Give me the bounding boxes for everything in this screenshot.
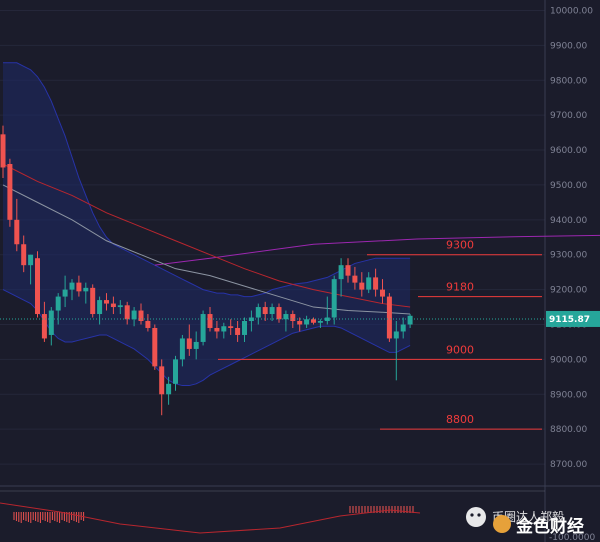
candle-body <box>186 338 192 349</box>
candle-body <box>269 307 275 315</box>
candle-body <box>28 254 34 266</box>
y-tick-label: 9800.00 <box>550 76 587 86</box>
candle-body <box>276 307 282 320</box>
candle-body <box>166 383 172 395</box>
wechat-icon-eye-right <box>477 513 481 517</box>
candle-body <box>214 327 220 332</box>
candle-body <box>352 275 358 283</box>
level-label-9180: 9180 <box>446 281 474 294</box>
current-price-tag-bg <box>546 310 600 327</box>
bollinger-lower <box>2 289 411 387</box>
candle-body <box>14 219 20 245</box>
y-tick-label: 8900.00 <box>550 390 587 400</box>
candle-body <box>359 282 365 290</box>
jinse-logo-icon <box>493 515 511 533</box>
candle-body <box>221 326 227 332</box>
candle-body <box>173 359 178 384</box>
indicator-signal-line <box>0 502 421 534</box>
y-tick-label: 9600.00 <box>550 146 587 156</box>
candle-body <box>200 314 206 342</box>
candle-body <box>311 319 316 323</box>
candle-body <box>207 314 213 328</box>
candle-body <box>179 338 185 360</box>
y-tick-label: 9200.00 <box>550 286 587 296</box>
candle-body <box>317 321 323 323</box>
y-tick-label: 8800.00 <box>550 425 587 435</box>
y-tick-label: 8700.00 <box>550 460 587 470</box>
candle-body <box>290 314 296 322</box>
candle-body <box>255 307 261 318</box>
support-resistance-levels: 9300 9180 9000 8800 <box>218 239 542 430</box>
candle-body <box>69 282 75 290</box>
candle-body <box>145 321 151 328</box>
candle-body <box>283 314 289 320</box>
candle-body <box>159 366 165 395</box>
candle-body <box>124 305 130 320</box>
watermark-brand: 金色财经 <box>515 516 584 537</box>
candle-body <box>131 310 137 320</box>
candle-body <box>76 282 82 292</box>
candle-body <box>21 244 27 266</box>
candle-body <box>138 310 144 322</box>
candle-body <box>152 327 158 367</box>
candle-body <box>380 289 385 297</box>
candle-body <box>345 265 351 276</box>
candle-body <box>407 315 413 325</box>
wechat-icon <box>466 507 486 527</box>
candlesticks <box>0 125 413 416</box>
candle-body <box>228 326 234 328</box>
candle-body <box>235 327 241 335</box>
watermark: 币圈达人郑毅 金色财经 <box>466 507 584 537</box>
ma-red-line <box>2 163 411 308</box>
level-label-8800: 8800 <box>446 413 474 426</box>
candle-body <box>393 331 399 339</box>
y-tick-label: 10000.00 <box>550 6 593 16</box>
candle-body <box>110 303 116 308</box>
indicator-pane: -100.0000 <box>0 485 600 542</box>
y-tick-label: 9900.00 <box>550 41 587 51</box>
y-tick-label: 9400.00 <box>550 216 587 226</box>
candle-body <box>373 277 379 290</box>
candle-body <box>117 305 123 308</box>
candle-body <box>90 287 96 315</box>
candle-body <box>331 279 337 318</box>
wechat-icon-eye-left <box>470 513 474 517</box>
candle-body <box>242 321 247 335</box>
current-price-tag: 9115.87 <box>549 315 590 325</box>
candle-body <box>83 287 89 292</box>
candle-body <box>48 310 54 335</box>
y-tick-label: 9000.00 <box>550 355 587 365</box>
moving-averages <box>2 163 600 315</box>
bollinger-fill <box>3 62 411 386</box>
candle-body <box>297 321 303 325</box>
candle-body <box>386 296 392 339</box>
indicator-scale-label: -100.0000 <box>549 533 595 542</box>
candle-body <box>400 324 406 332</box>
candle-body <box>0 134 6 168</box>
candle-body <box>41 314 47 339</box>
level-label-9300: 9300 <box>446 239 474 252</box>
price-axis: 10000.00 9900.00 9800.00 9700.00 9600.00 9500… <box>550 6 593 470</box>
candle-body <box>262 307 268 315</box>
y-tick-label: 9300.00 <box>550 251 587 261</box>
y-tick-label: 9700.00 <box>550 111 587 121</box>
candle-body <box>304 319 310 325</box>
candle-body <box>338 265 344 280</box>
candle-body <box>7 163 13 220</box>
current-price-marker: 9115.87 <box>0 310 600 327</box>
candle-body <box>104 300 109 304</box>
level-label-9000: 9000 <box>446 343 474 356</box>
candle-body <box>55 296 61 311</box>
ma-purple-line <box>154 234 600 266</box>
ma-gray-line <box>2 184 411 315</box>
candle-body <box>366 277 372 290</box>
y-tick-label: 9500.00 <box>550 181 587 191</box>
candle-body <box>97 300 103 315</box>
candle-body <box>193 341 199 349</box>
candle-body <box>35 258 40 315</box>
candle-body <box>248 317 254 322</box>
candle-body <box>62 289 68 297</box>
bollinger-bands <box>2 62 411 387</box>
